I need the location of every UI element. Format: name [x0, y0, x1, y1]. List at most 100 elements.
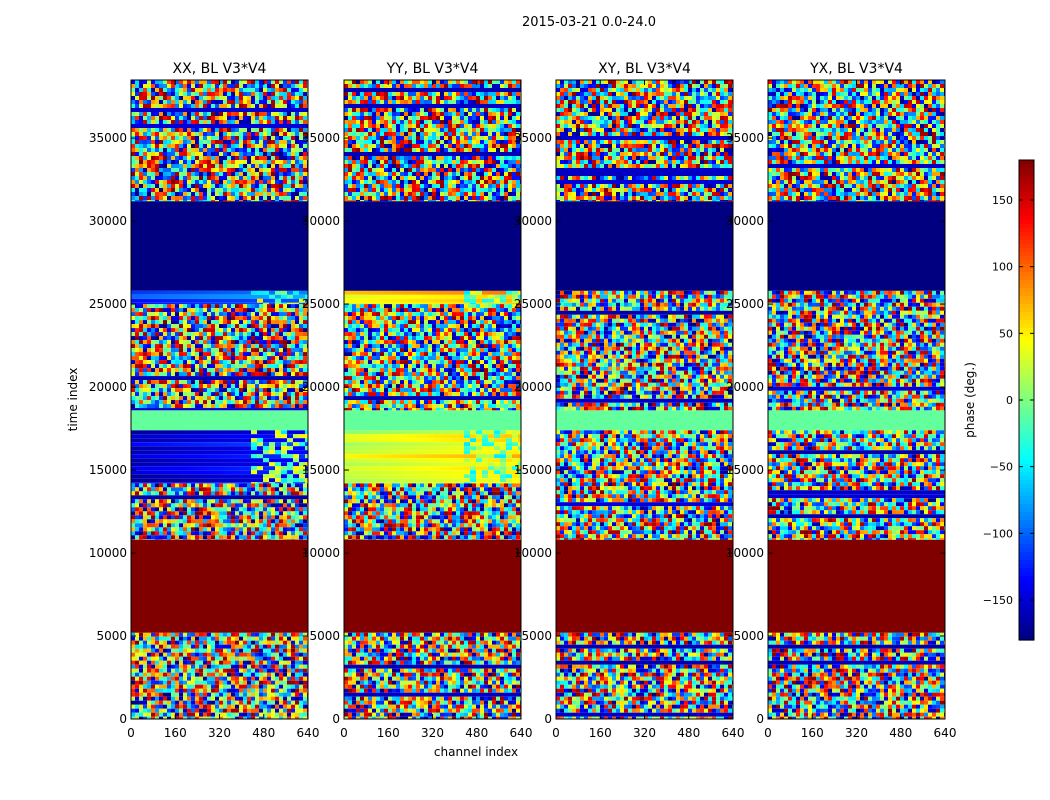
- heatmap-cell: [155, 446, 161, 451]
- heatmap-cell: [203, 696, 207, 701]
- heatmap-cell: [255, 196, 259, 200]
- heatmap-cell: [179, 136, 183, 140]
- heatmap-cell: [139, 700, 143, 705]
- heatmap-cell: [199, 120, 203, 124]
- heatmap-cell: [275, 312, 279, 317]
- heatmap-cell: [139, 676, 143, 681]
- heatmap-cell: [195, 320, 199, 325]
- heatmap-cell: [255, 483, 259, 488]
- heatmap-cell: [251, 692, 255, 697]
- heatmap-cell: [235, 519, 239, 524]
- heatmap-cell: [283, 712, 287, 717]
- heatmap-cell: [295, 368, 299, 373]
- heatmap-cell: [283, 531, 287, 536]
- heatmap-cell: [223, 491, 227, 496]
- heatmap-cell: [199, 372, 203, 377]
- heatmap-cell: [179, 672, 183, 677]
- heatmap-cell: [243, 328, 247, 333]
- heatmap-cell: [215, 384, 219, 389]
- heatmap-cell: [171, 380, 175, 385]
- heatmap-cell: [243, 712, 247, 717]
- heatmap-cell: [171, 196, 175, 200]
- heatmap-cell: [516, 636, 520, 641]
- heatmap-cell: [388, 636, 392, 641]
- heatmap-cell: [191, 298, 197, 303]
- heatmap-cell: [291, 368, 295, 373]
- heatmap-cell: [199, 148, 203, 152]
- heatmap-cell: [279, 392, 283, 397]
- heatmap-cell: [364, 652, 368, 657]
- heatmap-cell: [420, 660, 424, 665]
- heatmap-cell: [231, 636, 235, 641]
- heatmap-cell: [299, 348, 303, 353]
- heatmap-cell: [484, 636, 488, 641]
- heatmap-cell: [171, 527, 175, 532]
- heatmap-cell: [452, 636, 456, 641]
- heatmap-cell: [235, 400, 239, 405]
- heatmap-cell: [183, 332, 187, 337]
- heatmap-cell: [257, 430, 263, 435]
- heatmap-cell: [235, 308, 239, 313]
- heatmap-cell: [199, 503, 203, 508]
- heatmap-cell: [243, 392, 247, 397]
- heatmap-cell: [436, 648, 440, 653]
- heatmap-cell: [352, 652, 356, 657]
- heatmap-cell: [179, 692, 183, 697]
- heatmap-cell: [135, 188, 139, 192]
- heatmap-cell: [203, 196, 207, 200]
- heatmap-cell: [163, 172, 167, 176]
- heatmap-cell: [255, 392, 259, 397]
- heatmap-cell: [179, 88, 183, 92]
- heatmap-cell: [175, 176, 179, 180]
- heatmap-cell: [203, 392, 207, 397]
- heatmap-cell: [271, 176, 275, 180]
- heatmap-cell: [472, 636, 476, 641]
- heatmap-cell: [275, 184, 279, 188]
- heatmap-cell: [279, 503, 283, 508]
- heatmap-cell: [175, 396, 179, 401]
- heatmap-cell: [239, 380, 243, 385]
- heatmap-cell: [131, 700, 135, 705]
- heatmap-cell: [239, 458, 245, 463]
- heatmap-cell: [448, 632, 452, 637]
- heatmap-cell: [171, 535, 175, 540]
- heatmap-cell: [207, 336, 211, 341]
- heatmap-cell: [460, 636, 464, 641]
- heatmap-cell: [279, 680, 283, 685]
- heatmap-cell: [171, 680, 175, 685]
- heatmap-cell: [245, 454, 251, 459]
- heatmap-cell: [279, 172, 283, 176]
- heatmap-cell: [263, 356, 267, 361]
- heatmap-cell: [291, 392, 295, 397]
- heatmap-cell: [251, 446, 257, 451]
- heatmap-cell: [159, 164, 163, 168]
- heatmap-cell: [299, 92, 303, 96]
- heatmap-cell: [223, 104, 227, 108]
- heatmap-cell: [171, 80, 175, 84]
- heatmap-cell: [275, 478, 281, 483]
- heatmap-cell: [259, 664, 263, 669]
- heatmap-cell: [255, 684, 259, 689]
- heatmap-cell: [231, 128, 235, 132]
- heatmap-cell: [131, 372, 135, 377]
- heatmap-cell: [400, 652, 404, 657]
- heatmap-cell: [195, 491, 199, 496]
- heatmap-cell: [203, 716, 207, 719]
- heatmap-cell: [151, 664, 155, 669]
- heatmap-cell: [187, 380, 191, 385]
- heatmap-cell: [251, 360, 255, 365]
- heatmap-cell: [191, 507, 195, 512]
- heatmap-cell: [299, 400, 303, 405]
- heatmap-cell: [199, 527, 203, 532]
- heatmap-cell: [295, 535, 299, 540]
- heatmap-cell: [163, 404, 167, 409]
- heatmap-cell: [416, 656, 420, 661]
- heatmap-cell: [227, 156, 231, 160]
- heatmap-cell: [195, 152, 199, 156]
- heatmap-cell: [151, 491, 155, 496]
- heatmap-cell: [207, 491, 211, 496]
- heatmap-cell: [291, 696, 295, 701]
- heatmap-cell: [223, 116, 227, 120]
- heatmap-cell: [231, 336, 235, 341]
- heatmap-cell: [211, 372, 215, 377]
